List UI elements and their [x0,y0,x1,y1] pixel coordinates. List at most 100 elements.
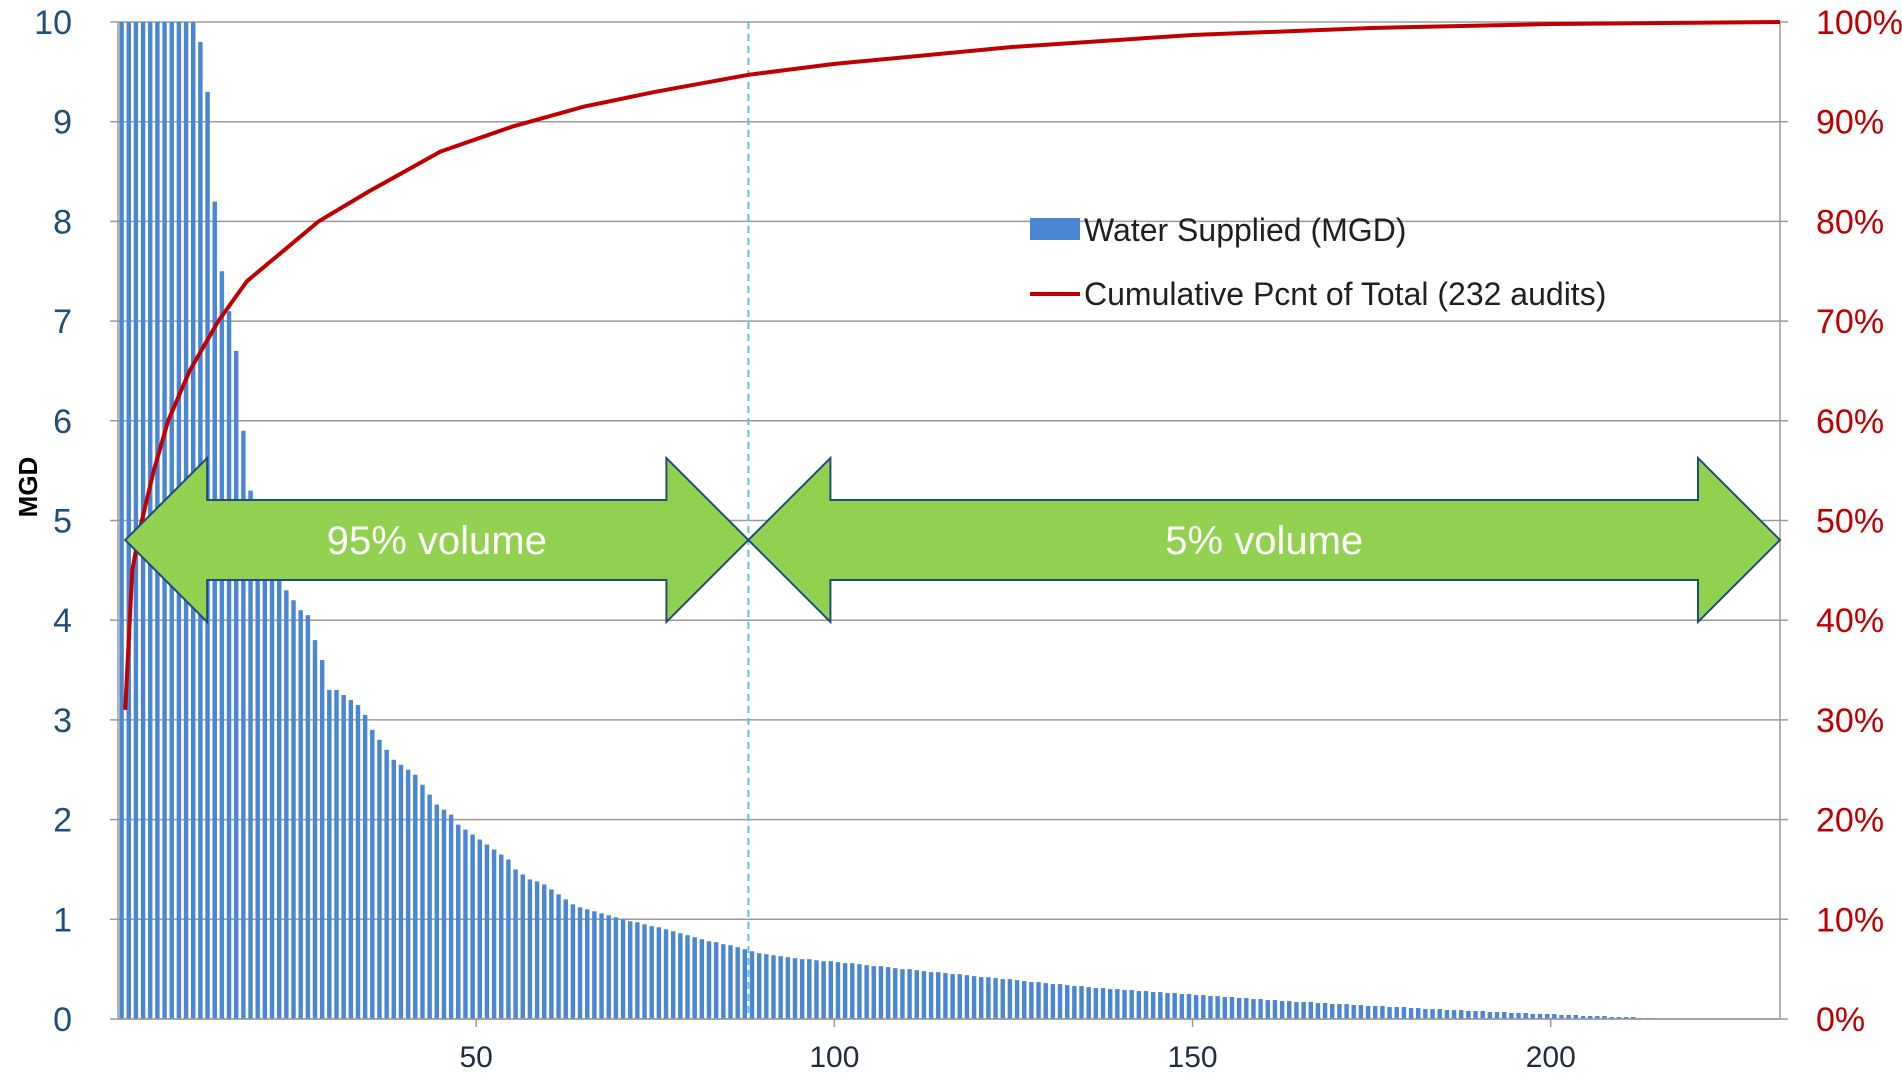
legend: Water Supplied (MGD) Cumulative Pcnt of … [1030,212,1606,312]
bar [692,937,697,1019]
bar [1602,1016,1607,1019]
bar [1623,1017,1629,1019]
left-tick-label: 8 [53,203,72,241]
bar [434,804,440,1019]
bar [1480,1011,1485,1019]
bar [1272,1000,1278,1019]
bar [577,907,583,1019]
bar [1380,1006,1385,1019]
bar [957,974,962,1019]
right-tick-label: 60% [1816,403,1884,441]
bar [592,911,597,1019]
bar [1129,990,1134,1019]
bar [319,660,325,1019]
legend-swatch-bars [1030,218,1080,240]
bar [1093,988,1099,1019]
bar [1079,986,1084,1019]
bar [1086,987,1091,1019]
bar [900,969,905,1019]
bar [1387,1007,1392,1019]
bar [907,969,912,1019]
bar [334,689,339,1019]
bar [799,959,805,1019]
bar [1279,1001,1285,1019]
bar [792,958,798,1019]
bar [506,859,511,1019]
bar [362,714,368,1019]
left-tick-label: 6 [53,403,72,441]
bar [1408,1008,1414,1019]
bar [670,931,676,1019]
bar [413,774,418,1019]
bar [979,977,984,1019]
bar [1365,1006,1371,1019]
left-axis-ticks: 0 1 2 3 4 5 6 7 8 9 10 [34,4,118,1039]
bar [1423,1009,1428,1019]
bar [212,201,217,1019]
bar [1315,1003,1321,1019]
bar [1595,1016,1600,1019]
bar [441,809,447,1019]
bar [950,974,955,1019]
bar [291,600,296,1019]
bar [878,966,884,1019]
bar [1587,1016,1593,1019]
bar [563,899,568,1019]
bar [1451,1010,1457,1019]
bar [1351,1005,1356,1019]
bar [986,977,991,1019]
bar [871,966,877,1019]
bar [893,968,898,1019]
bar [456,824,461,1019]
bar [764,954,769,1019]
bar [1308,1002,1313,1019]
bar [1430,1009,1435,1019]
bar [384,749,389,1019]
bar [1416,1008,1421,1019]
bar [420,784,425,1019]
cumulative-line [123,20,1781,711]
bar [1021,981,1027,1019]
bar [284,590,289,1019]
bar [699,939,705,1019]
bar [1057,984,1063,1019]
left-tick-label: 7 [53,303,72,341]
bar [1251,999,1256,1019]
bar [1265,1000,1271,1019]
x-tick-label: 150 [1168,1041,1218,1071]
bar [749,951,755,1019]
bar [706,941,712,1019]
bar [1201,995,1206,1019]
bar [1544,1014,1550,1019]
bar [1136,991,1142,1019]
bar [370,729,375,1019]
x-tick-label: 100 [809,1041,859,1071]
bar [1007,979,1013,1019]
bar [742,949,748,1019]
bar [1444,1010,1450,1019]
bar [885,967,891,1019]
bar [1115,989,1120,1019]
left-tick-label: 0 [53,1001,72,1039]
bar [807,959,812,1019]
bar [1107,989,1113,1019]
bar [635,922,640,1019]
left-tick-label: 2 [53,802,72,840]
bar [405,769,411,1019]
right-tick-label: 20% [1816,802,1884,840]
bar [556,894,561,1019]
bar [1014,980,1020,1019]
bar [491,849,497,1019]
bar [534,881,540,1019]
bar [914,970,919,1019]
bar [327,689,332,1019]
bar [1523,1013,1528,1019]
bar [398,764,404,1019]
bar [857,964,862,1019]
bar [649,926,654,1019]
bar [1401,1007,1407,1019]
bar [771,955,776,1019]
bar [248,490,253,1020]
bar [1530,1014,1536,1019]
bar [850,963,855,1019]
